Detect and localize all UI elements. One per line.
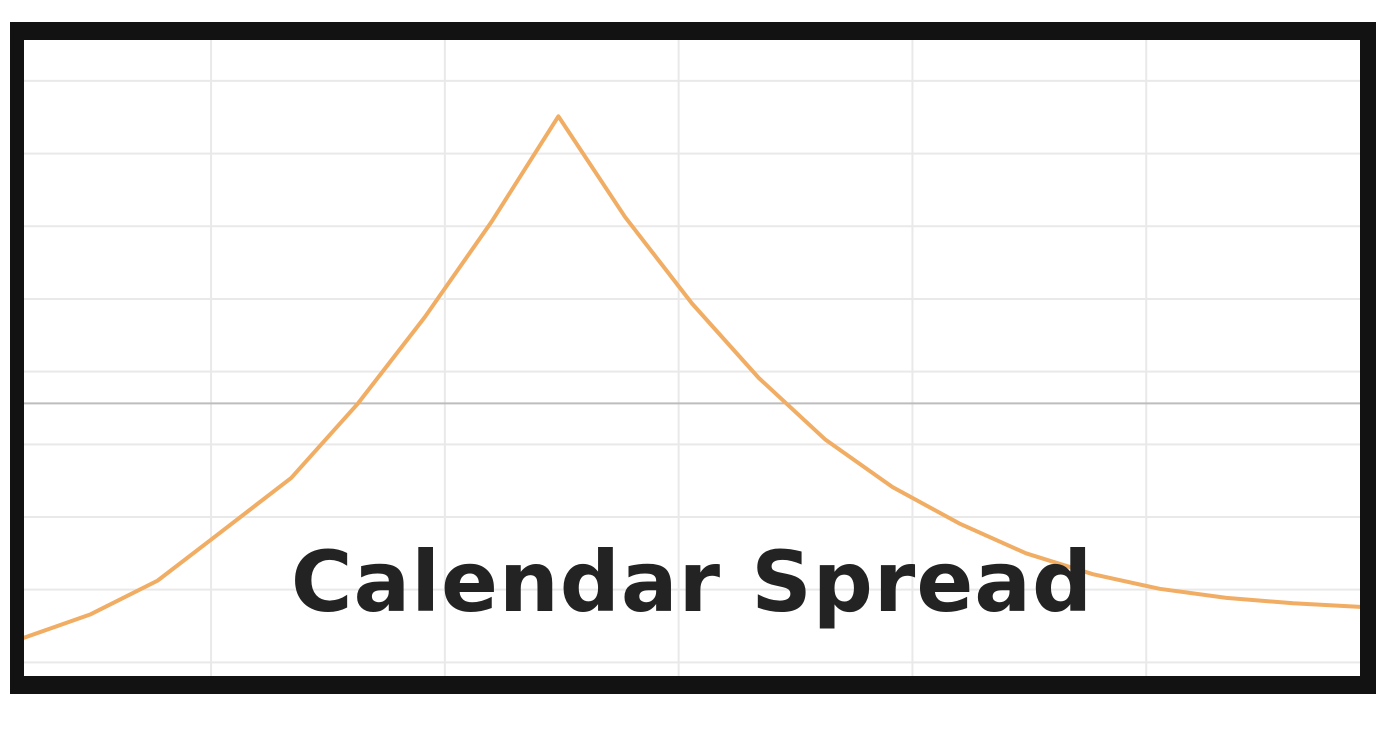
chart-svg	[24, 40, 1360, 676]
grid-lines	[24, 40, 1360, 676]
series-line-calendar-spread	[24, 114, 1360, 640]
plot-area: Calendar Spread	[24, 40, 1360, 676]
chart-title: Calendar Spread	[290, 533, 1094, 631]
